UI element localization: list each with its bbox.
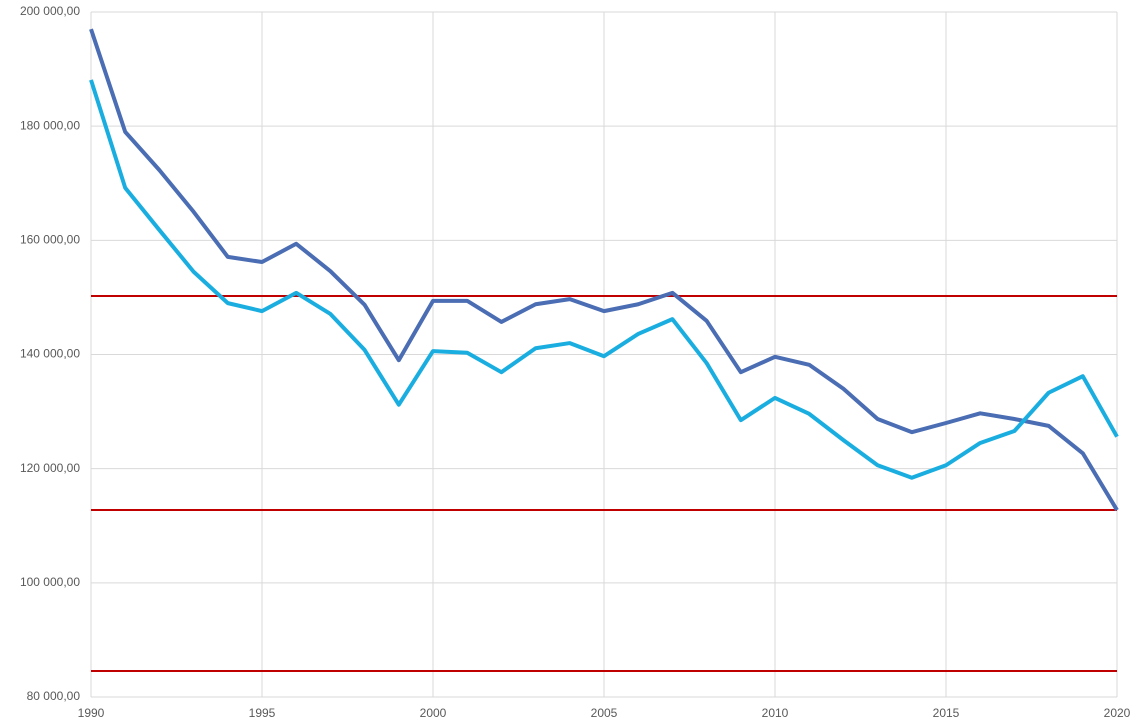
x-tick-label: 2015 xyxy=(933,706,960,720)
x-tick-label: 1995 xyxy=(249,706,276,720)
y-tick-label: 120 000,00 xyxy=(20,461,80,475)
x-tick-label: 2000 xyxy=(420,706,447,720)
x-tick-label: 1990 xyxy=(78,706,105,720)
x-tick-label: 2020 xyxy=(1104,706,1131,720)
y-tick-label: 100 000,00 xyxy=(20,575,80,589)
x-tick-label: 2010 xyxy=(762,706,789,720)
series-line xyxy=(89,28,1119,512)
y-tick-label: 160 000,00 xyxy=(20,233,80,247)
x-tick-label: 2005 xyxy=(591,706,618,720)
y-tick-label: 200 000,00 xyxy=(20,4,80,18)
series-line xyxy=(89,79,1119,480)
y-tick-label: 140 000,00 xyxy=(20,347,80,361)
y-tick-label: 80 000,00 xyxy=(27,689,81,703)
y-tick-label: 180 000,00 xyxy=(20,118,80,132)
